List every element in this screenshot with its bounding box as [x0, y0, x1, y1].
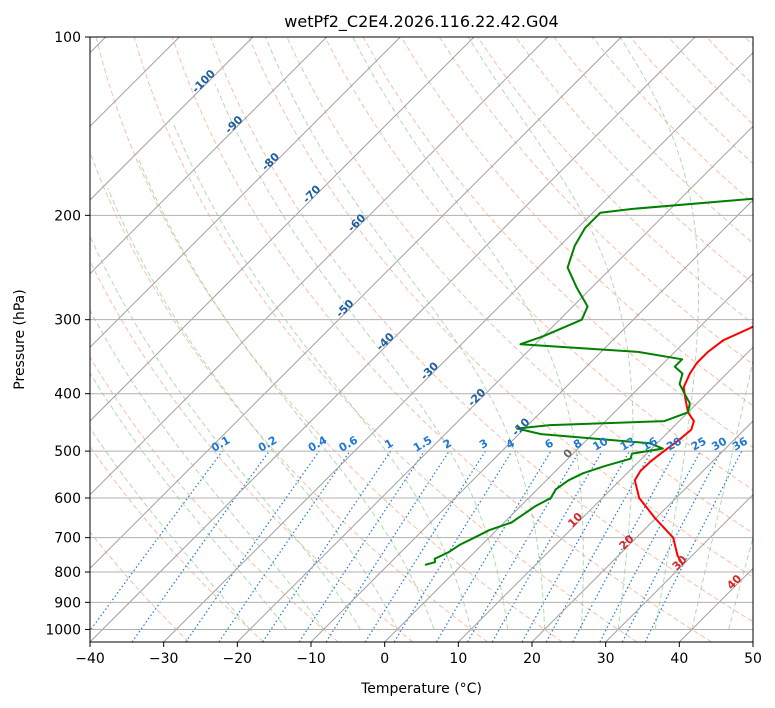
x-tick-label: −10 [296, 651, 326, 667]
x-tick-label: 0 [380, 651, 389, 667]
mixing-ratio-line [185, 450, 320, 642]
moist-adiabat-line [137, 157, 435, 630]
moist-adiabat-line [265, 37, 546, 630]
y-tick-label: 700 [54, 531, 81, 547]
isotherm-line [310, 199, 753, 642]
isotherm-line [90, 37, 696, 642]
moist-adiabats [90, 37, 753, 630]
dry-adiabat-line [90, 445, 264, 642]
mixing-ratio-line [298, 450, 425, 642]
moist-adiabat-line [90, 427, 251, 630]
x-tick-label: 40 [670, 651, 688, 667]
mixing-ratio-line [90, 450, 223, 632]
mixing-ratio-line [572, 450, 677, 642]
mixing-ratio-line [262, 450, 392, 642]
y-tick-label: 500 [54, 444, 81, 460]
x-axis-ticks: −40 −30 −20 −10 0 10 20 30 40 50 [75, 642, 762, 667]
mixing-ratio-line [218, 450, 351, 642]
mixing-ratio-line [521, 450, 631, 642]
isotherm-line [90, 37, 475, 422]
y-tick-label: 300 [54, 313, 81, 329]
plot-frame [89, 36, 754, 643]
x-tick-label: −40 [75, 651, 105, 667]
moist-adiabat-line [728, 536, 753, 630]
dry-adiabat-line [90, 356, 339, 642]
dry-adiabat-line [400, 37, 753, 407]
y-tick-label: 600 [54, 491, 81, 507]
mixing-ratio-line [644, 450, 743, 642]
sounding-series [424, 197, 753, 566]
x-tick-label: −20 [223, 651, 253, 667]
isobar-gridlines [90, 37, 753, 630]
y-tick-label: 200 [54, 208, 81, 224]
isotherm-line [605, 493, 753, 642]
chart-title: wetPf2_C2E4.2026.116.22.42.G04 [284, 12, 558, 32]
dry-adiabat-line [90, 531, 190, 642]
isotherm-line [457, 346, 753, 642]
y-tick-label: 100 [54, 30, 81, 46]
y-tick-label: 900 [54, 595, 81, 611]
isotherm-line [90, 37, 549, 496]
moist-adiabat-line [691, 358, 753, 630]
dry-adiabat-line [133, 37, 638, 642]
isotherm-line [163, 51, 753, 642]
moist-adiabat-line [619, 37, 699, 630]
x-tick-label: 10 [449, 651, 467, 667]
mixing-ratio-line [131, 450, 270, 642]
isotherm-line [90, 37, 328, 275]
plot-area: -100-90-80-70-60-50-40-30-20-10010203040… [90, 37, 753, 642]
x-tick-label: 20 [523, 651, 541, 667]
isotherm-line [90, 37, 401, 349]
moist-adiabat-line [467, 37, 634, 630]
moist-adiabat-line [107, 188, 398, 630]
mixing-ratio-lines [90, 450, 743, 642]
mixing-ratio-line [393, 450, 513, 642]
moist-adiabat-line [90, 371, 288, 630]
mixing-ratio-line [545, 450, 653, 642]
dry-adiabat-line [171, 37, 712, 642]
isotherm-line [384, 272, 753, 642]
x-tick-label: −30 [149, 651, 179, 667]
y-axis-ticks: 100 200 300 400 500 600 700 800 900 1000 [45, 30, 90, 638]
dry-adiabat-line [90, 150, 488, 642]
isotherms [90, 37, 753, 642]
dry-adiabat-line [95, 37, 563, 642]
isotherm-line [90, 37, 622, 570]
isotherm-line [531, 420, 753, 642]
y-tick-label: 1000 [45, 622, 81, 638]
x-axis-label: Temperature (°C) [360, 681, 482, 697]
temperature-profile-line [633, 325, 753, 566]
x-tick-label: 50 [744, 651, 762, 667]
y-tick-label: 400 [54, 387, 81, 403]
dewpoint-profile-line [424, 197, 753, 566]
dry-adiabat-line [438, 37, 753, 366]
moist-adiabat-line [90, 309, 324, 630]
isotherm-line [236, 125, 753, 642]
isotherm-line [90, 37, 254, 201]
moist-adiabat-line [214, 83, 509, 630]
x-tick-label: 30 [597, 651, 615, 667]
dry-adiabat-line [324, 37, 753, 491]
moist-adiabat-line [172, 123, 472, 630]
mixing-ratio-line [325, 450, 450, 642]
y-axis-label: Pressure (hPa) [12, 289, 28, 389]
dry-adiabat-line [515, 37, 753, 284]
dry-adiabat-line [248, 37, 753, 578]
y-tick-label: 800 [54, 565, 81, 581]
